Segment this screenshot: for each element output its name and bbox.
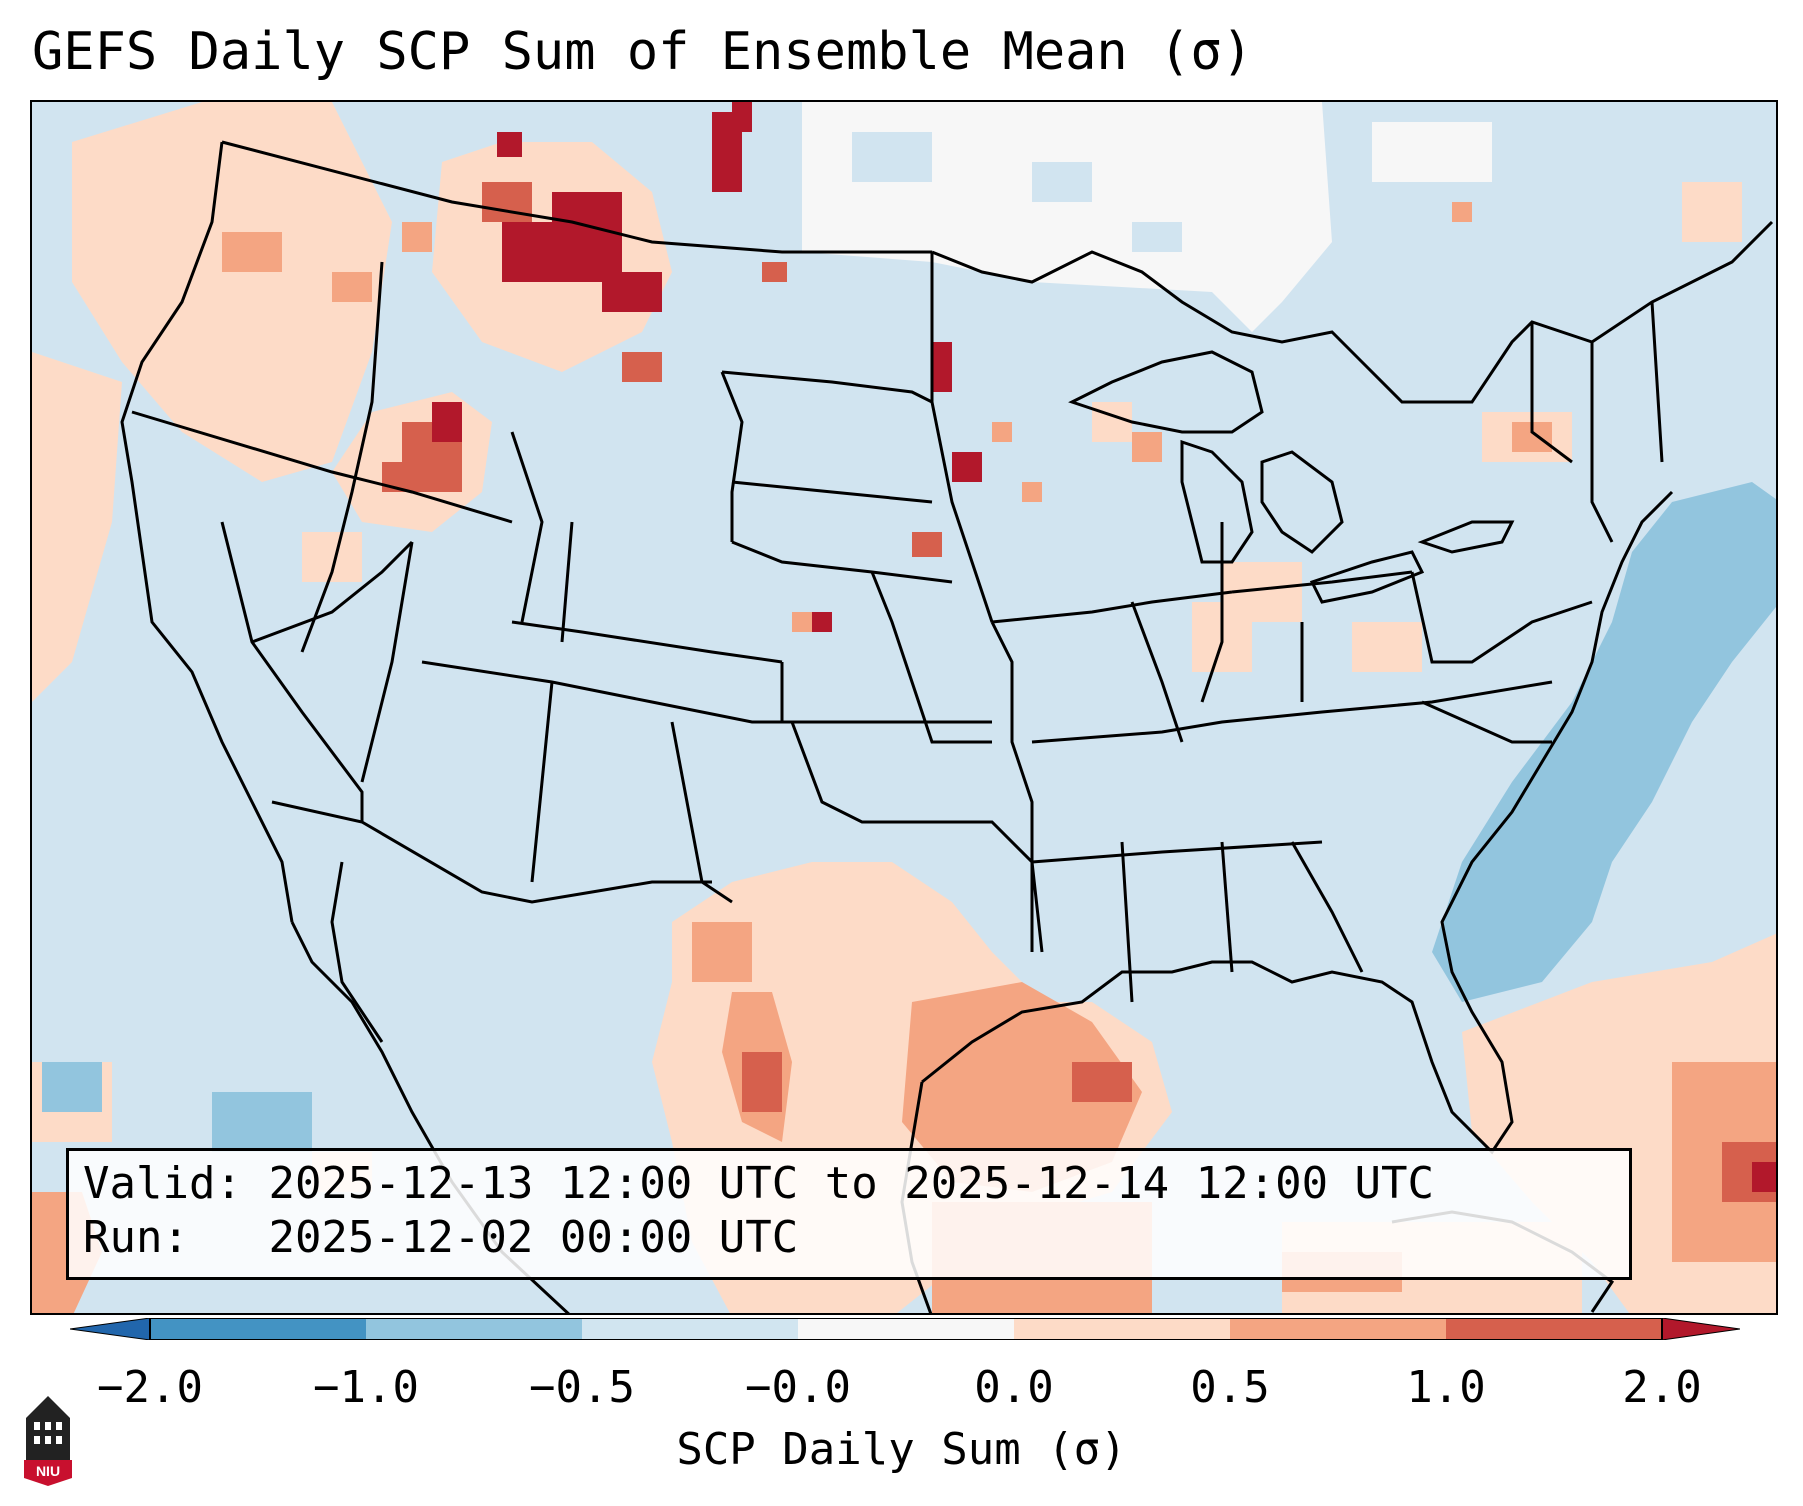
logo-text: NIU <box>36 1463 60 1479</box>
canada-neutral-area <box>802 102 1492 332</box>
colorbar-tick-label: 1.0 <box>1406 1362 1486 1413</box>
colorbar-segment-2 <box>366 1318 582 1340</box>
colorbar-tick-label: 2.0 <box>1622 1362 1702 1413</box>
colorbar-extend-low <box>70 1318 151 1340</box>
chart-title: GEFS Daily SCP Sum of Ensemble Mean (σ) <box>32 22 1253 82</box>
anomaly-upper-midwest <box>792 182 1742 672</box>
colorbar-extend-high <box>1661 1318 1740 1340</box>
anomaly-western-atlantic <box>1432 482 1776 1002</box>
colorbar-tick-label: −0.5 <box>529 1362 635 1413</box>
map-canvas <box>32 102 1776 1313</box>
valid-value: 2025-12-13 12:00 UTC to 2025-12-14 12:00… <box>268 1158 1435 1209</box>
anomaly-caribbean <box>32 933 1776 1313</box>
niu-logo: NIU <box>24 1396 72 1486</box>
colorbar <box>70 1318 1740 1340</box>
run-label: Run: <box>83 1212 189 1263</box>
run-value: 2025-12-02 00:00 UTC <box>268 1212 799 1263</box>
colorbar-tick-label: 0.0 <box>974 1362 1054 1413</box>
colorbar-segment-5 <box>1014 1318 1230 1340</box>
anomaly-idaho-cluster <box>302 392 492 582</box>
colorbar-segment-3 <box>582 1318 798 1340</box>
anomaly-northern-rockies <box>432 102 787 382</box>
valid-label: Valid: <box>83 1158 242 1209</box>
colorbar-tick-label: 0.5 <box>1190 1362 1270 1413</box>
colorbar-segment-7 <box>1446 1318 1662 1340</box>
info-box: Valid: 2025-12-13 12:00 UTC to 2025-12-1… <box>66 1148 1632 1280</box>
colorbar-segment-4 <box>798 1318 1014 1340</box>
colorbar-tick-label: −0.0 <box>745 1362 851 1413</box>
colorbar-tick-label: −1.0 <box>313 1362 419 1413</box>
colorbar-segment-1 <box>150 1318 366 1340</box>
colorbar-tick-label: −2.0 <box>97 1362 203 1413</box>
map-panel <box>30 100 1778 1315</box>
anomaly-pacific-northwest <box>32 102 432 702</box>
colorbar-label: SCP Daily Sum (σ) <box>676 1424 1127 1475</box>
valid-line: Valid: 2025-12-13 12:00 UTC to 2025-12-1… <box>83 1157 1615 1211</box>
colorbar-segment-6 <box>1230 1318 1446 1340</box>
run-line: Run: 2025-12-02 00:00 UTC <box>83 1211 1615 1265</box>
